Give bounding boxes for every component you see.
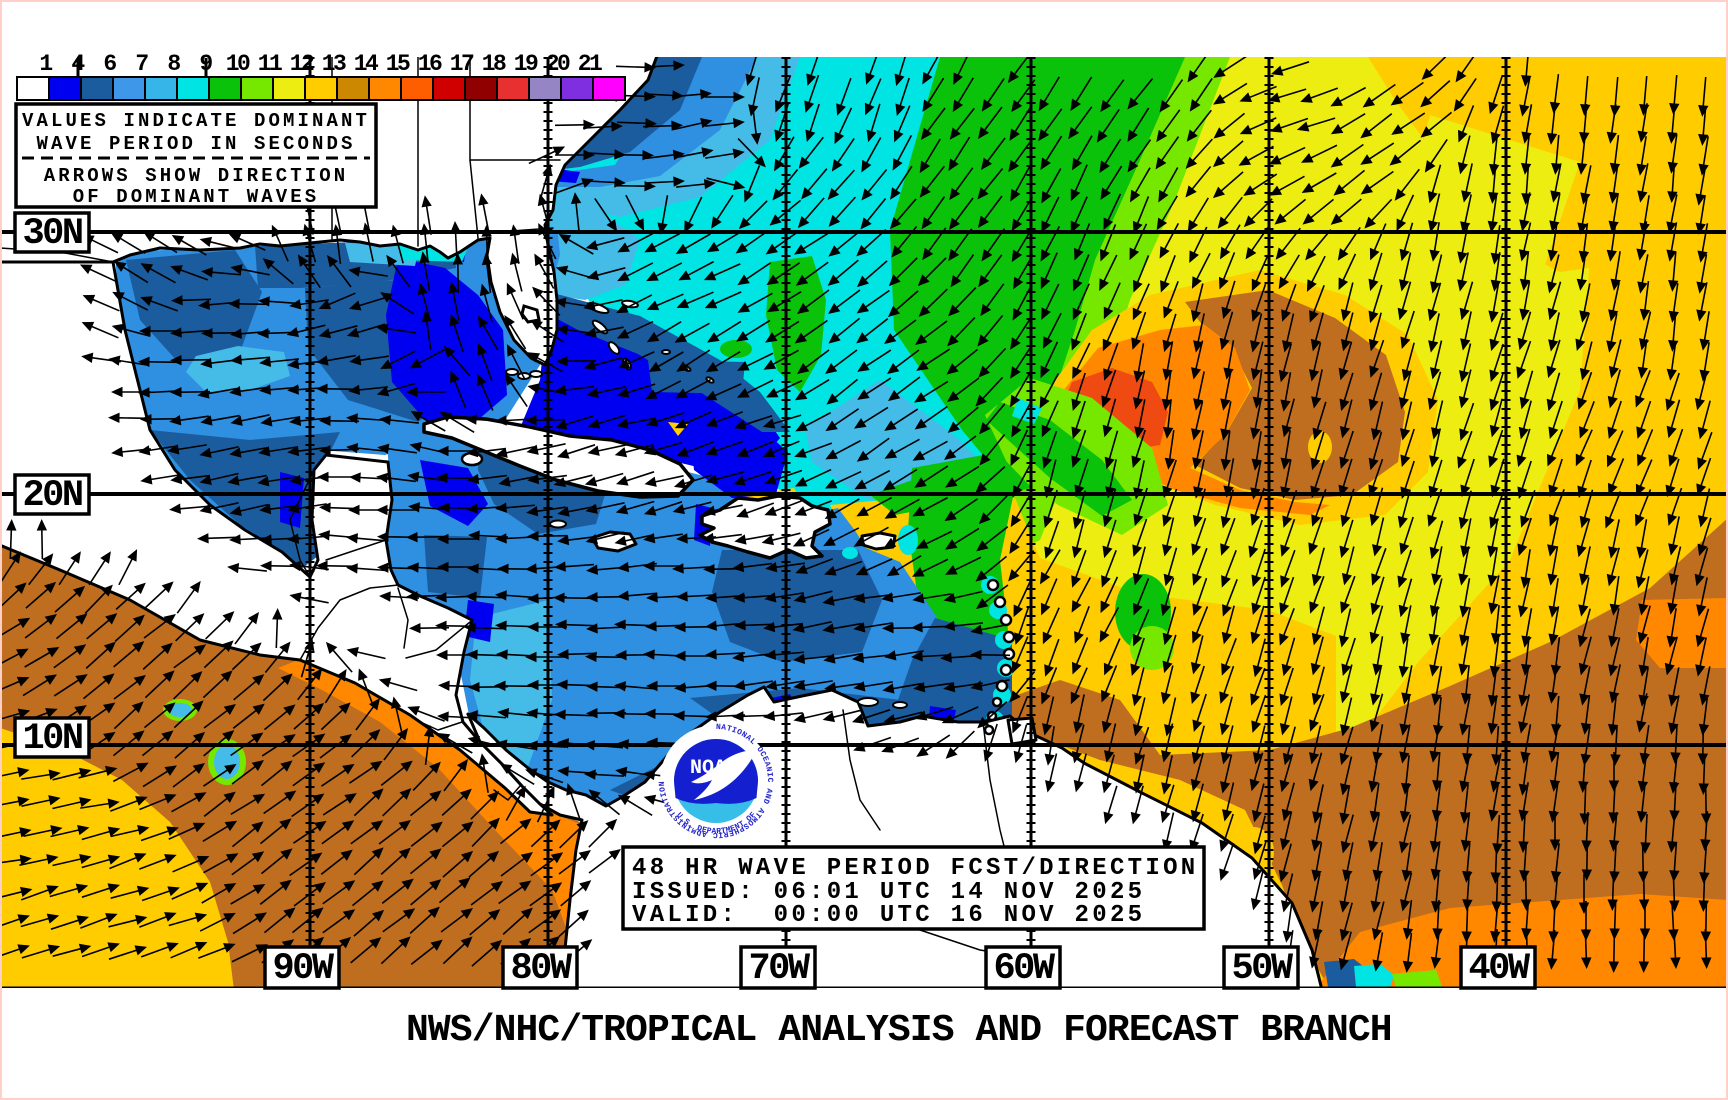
svg-text:NOAA: NOAA <box>690 757 738 780</box>
svg-text:19: 19 <box>514 51 538 77</box>
svg-text:14: 14 <box>354 51 379 77</box>
svg-text:20: 20 <box>546 51 570 77</box>
svg-text:50W: 50W <box>1231 948 1293 990</box>
svg-text:48 HR WAVE PERIOD FCST/DIRECTI: 48 HR WAVE PERIOD FCST/DIRECTION <box>632 855 1198 882</box>
svg-text:20N: 20N <box>22 475 81 517</box>
svg-text:12: 12 <box>290 51 314 77</box>
svg-text:17: 17 <box>450 51 474 77</box>
svg-text:OF DOMINANT WAVES: OF DOMINANT WAVES <box>73 186 320 208</box>
svg-text:6: 6 <box>103 51 116 77</box>
svg-text:ISSUED: 06:01 UTC 14 NOV 2025: ISSUED: 06:01 UTC 14 NOV 2025 <box>632 879 1145 906</box>
svg-text:VALID: 00:00 UTC 16 NOV 2025: VALID: 00:00 UTC 16 NOV 2025 <box>632 902 1145 929</box>
svg-text:90W: 90W <box>272 948 334 990</box>
svg-text:13: 13 <box>322 51 346 77</box>
svg-text:18: 18 <box>482 51 506 77</box>
svg-text:ARROWS SHOW DIRECTION: ARROWS SHOW DIRECTION <box>44 165 349 187</box>
svg-text:60W: 60W <box>993 948 1055 990</box>
svg-text:NWS/NHC/TROPICAL ANALYSIS AND: NWS/NHC/TROPICAL ANALYSIS AND FORECAST B… <box>406 1009 1392 1052</box>
svg-text:WAVE PERIOD IN SECONDS: WAVE PERIOD IN SECONDS <box>36 133 355 155</box>
svg-text:30N: 30N <box>22 213 81 255</box>
svg-text:1: 1 <box>39 51 52 77</box>
svg-text:15: 15 <box>386 51 410 77</box>
svg-text:7: 7 <box>135 51 148 77</box>
svg-text:40W: 40W <box>1468 948 1530 990</box>
svg-text:10: 10 <box>226 51 250 77</box>
svg-text:21: 21 <box>578 51 602 77</box>
svg-text:VALUES INDICATE DOMINANT: VALUES INDICATE DOMINANT <box>22 110 370 132</box>
svg-text:8: 8 <box>167 51 180 77</box>
svg-text:70W: 70W <box>748 948 810 990</box>
svg-text:11: 11 <box>258 51 282 77</box>
svg-text:10N: 10N <box>22 718 81 760</box>
svg-text:16: 16 <box>418 51 442 77</box>
svg-text:80W: 80W <box>510 948 572 990</box>
